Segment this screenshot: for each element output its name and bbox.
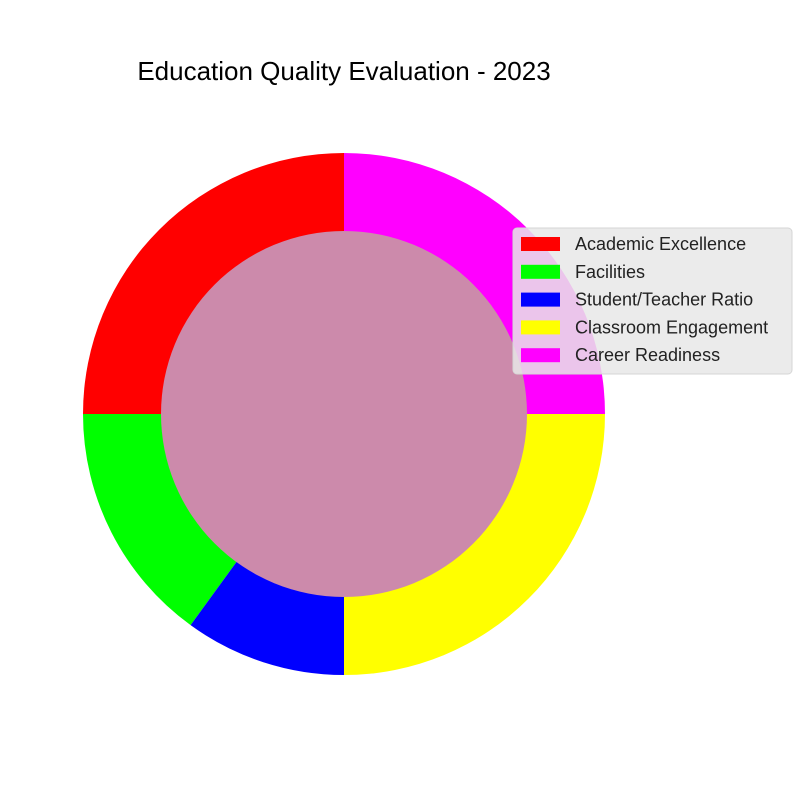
donut-center: [161, 231, 527, 597]
chart-title: Education Quality Evaluation - 2023: [137, 56, 550, 86]
legend-swatch-academic-excellence: [521, 237, 560, 251]
legend-swatch-student-teacher-ratio: [521, 292, 560, 307]
legend-label-academic-excellence: Academic Excellence: [575, 234, 746, 254]
legend-swatch-career-readiness: [521, 348, 560, 363]
legend-swatch-classroom-engagement: [521, 320, 560, 335]
legend-label-facilities: Facilities: [575, 262, 645, 282]
legend-label-student-teacher-ratio: Student/Teacher Ratio: [575, 290, 753, 310]
legend: Academic Excellence Facilities Student/Tea…: [512, 227, 793, 375]
legend-label-classroom-engagement: Classroom Engagement: [575, 317, 768, 337]
legend-box: [512, 227, 793, 375]
legend-label-career-readiness: Career Readiness: [575, 345, 720, 365]
legend-swatch-facilities: [521, 264, 560, 279]
